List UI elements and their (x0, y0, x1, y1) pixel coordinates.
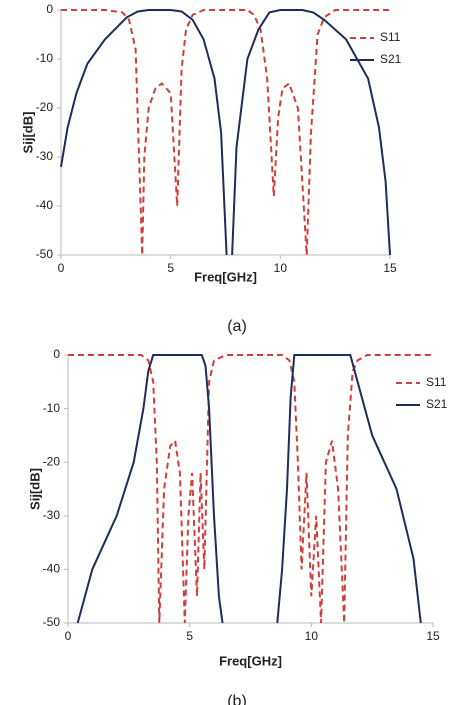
series-line (61, 9, 390, 256)
caption: (a) (227, 318, 247, 335)
y-axis-title: Sij[dB] (20, 112, 35, 154)
y-tick-label: -40 (36, 198, 54, 212)
legend-label: S11 (380, 30, 401, 44)
y-tick-label: -50 (36, 247, 54, 261)
y-tick-label: -30 (43, 508, 61, 522)
legend-label: S11 (426, 375, 447, 389)
x-tick-label: 5 (186, 629, 193, 643)
x-axis-title: Freq[GHz] (219, 653, 282, 668)
y-tick-label: 0 (46, 2, 53, 16)
x-tick-label: 10 (274, 261, 288, 275)
y-tick-label: 0 (53, 347, 60, 361)
series-line (68, 354, 433, 624)
y-axis-title: Sij[dB] (27, 468, 42, 510)
legend-label: S21 (380, 52, 402, 66)
y-tick-label: -30 (36, 149, 54, 163)
x-tick-label: 15 (383, 261, 397, 275)
y-tick-label: -40 (43, 562, 61, 576)
y-tick-label: -10 (36, 51, 54, 65)
series-line (76, 354, 422, 624)
x-tick-label: 10 (305, 629, 319, 643)
x-tick-label: 15 (426, 629, 440, 643)
x-tick-label: 0 (58, 261, 65, 275)
y-tick-label: -50 (43, 615, 61, 629)
y-tick-label: -20 (36, 100, 54, 114)
caption: (b) (227, 693, 247, 705)
y-tick-label: -20 (43, 454, 61, 468)
x-axis-title: Freq[GHz] (194, 269, 257, 284)
series-line (60, 9, 391, 256)
legend-label: S21 (426, 397, 448, 411)
y-tick-label: -10 (43, 401, 61, 415)
x-tick-label: 5 (167, 261, 174, 275)
x-tick-label: 0 (65, 629, 72, 643)
